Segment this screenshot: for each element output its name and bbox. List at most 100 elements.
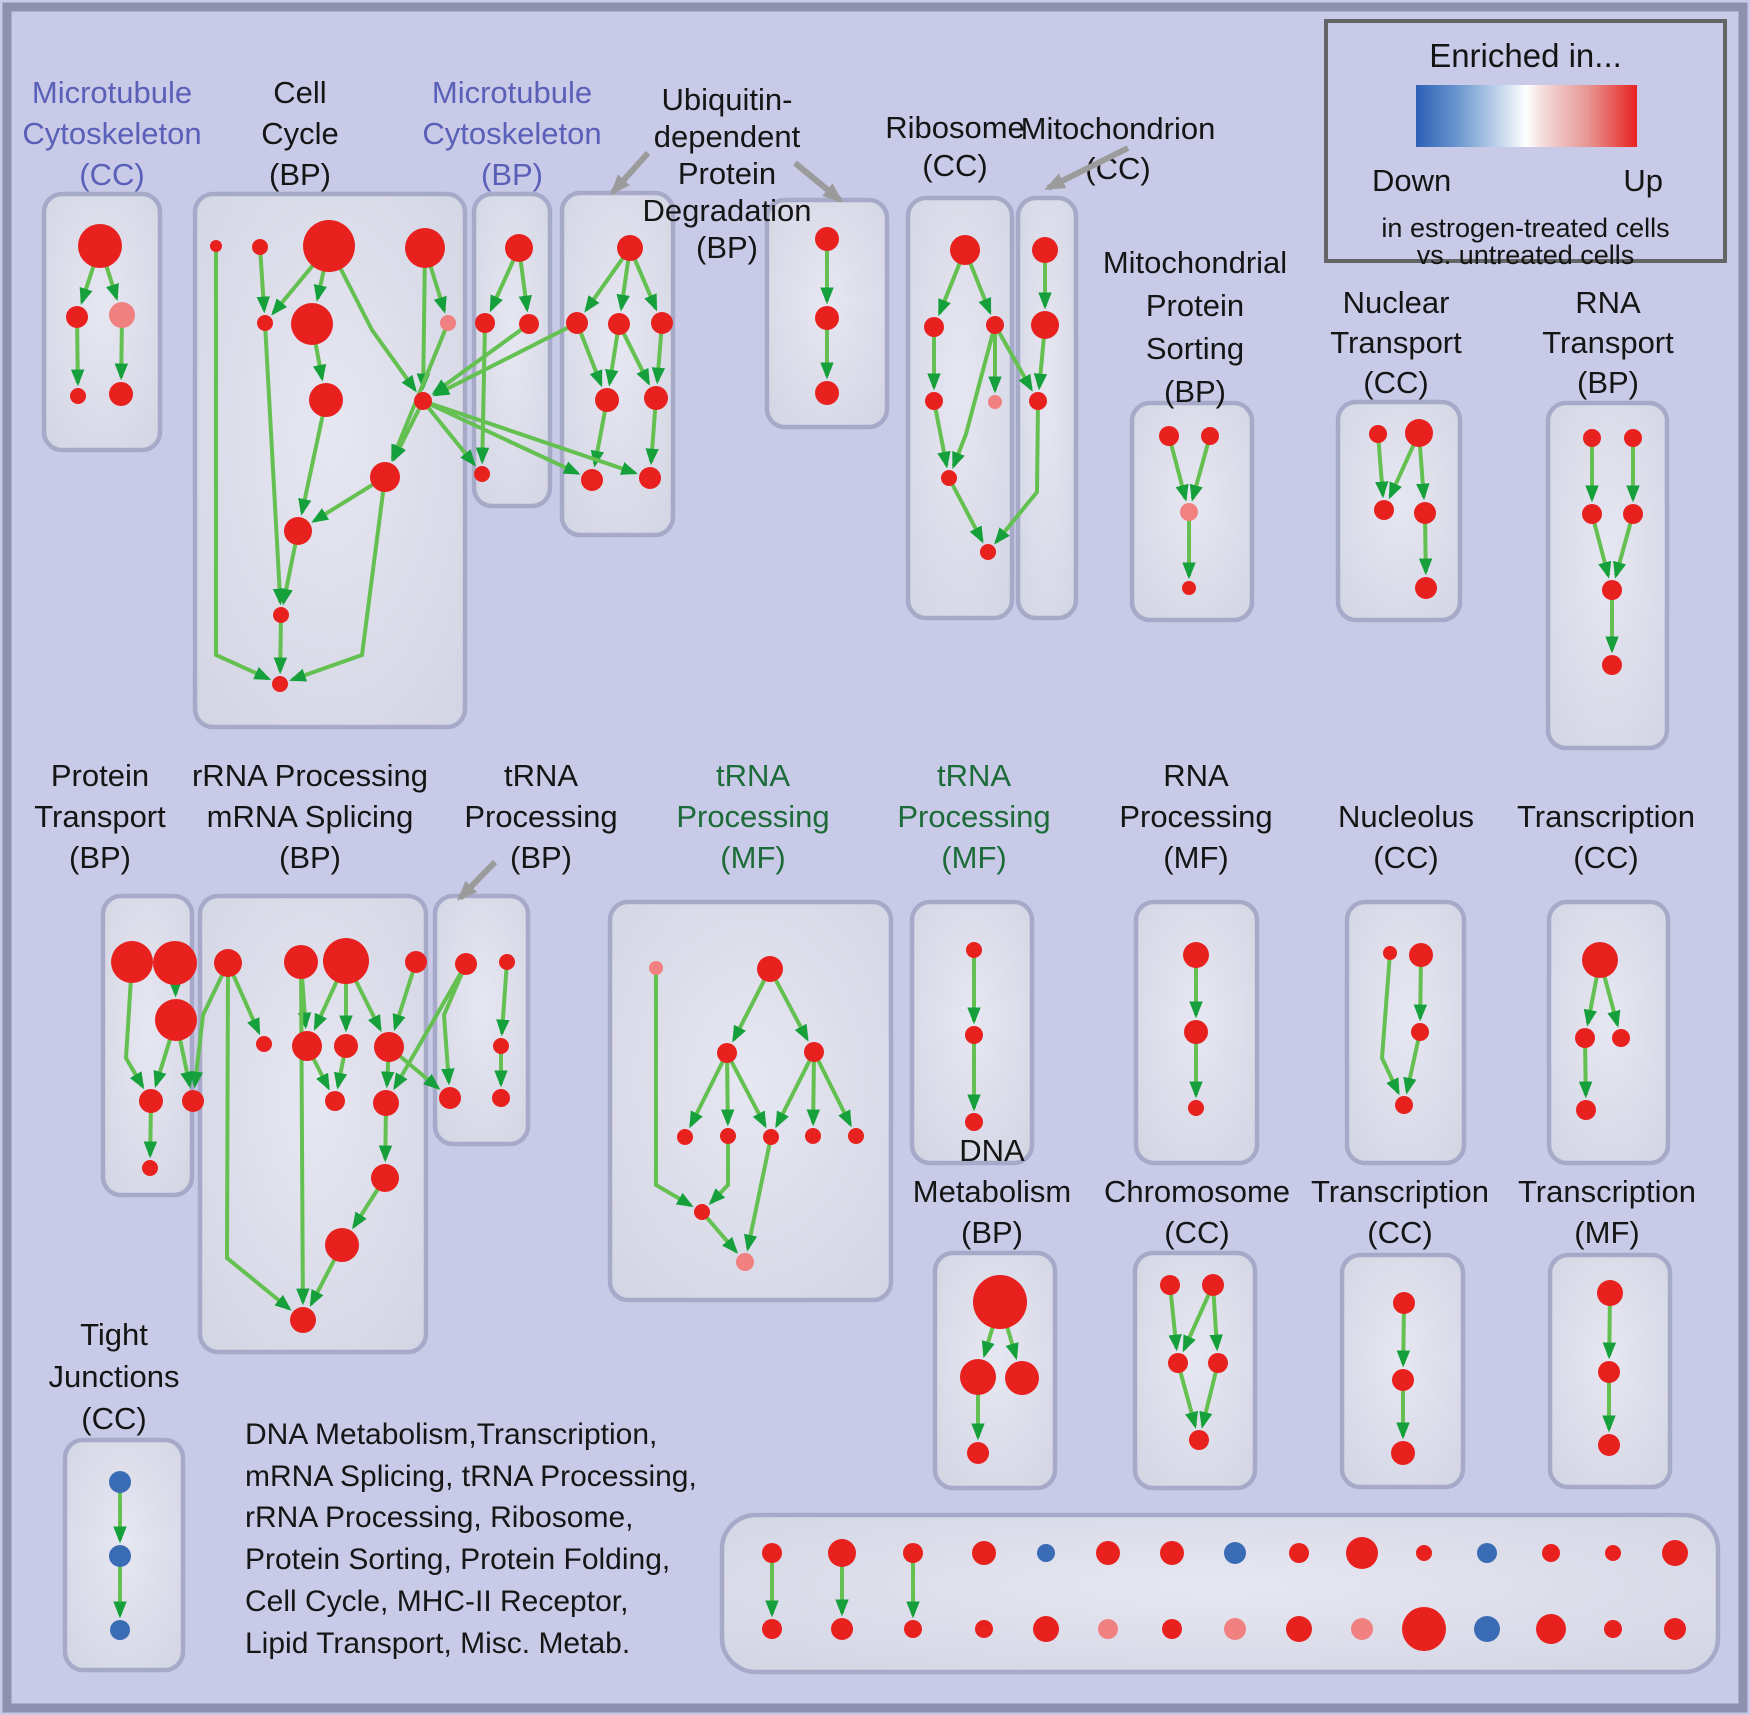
go-term-node-misc_wide bbox=[1224, 1542, 1246, 1564]
go-term-node-transcription_mf bbox=[1598, 1434, 1620, 1456]
go-term-node-misc_wide bbox=[762, 1619, 782, 1639]
go-term-node-misc_wide bbox=[1542, 1544, 1560, 1562]
go-term-node-mt_bp bbox=[475, 313, 495, 333]
edge-mito_sorting bbox=[1189, 435, 1212, 502]
cluster-label-chromosome: Chromosome bbox=[1104, 1174, 1290, 1209]
go-term-node-ribosome bbox=[925, 392, 943, 410]
go-term-node-trna_bp bbox=[492, 1089, 510, 1107]
cluster-label-nuclear_transport: (CC) bbox=[1363, 365, 1428, 400]
go-term-node-mito_sorting bbox=[1159, 426, 1179, 446]
go-term-node-cell_cycle bbox=[272, 676, 288, 692]
go-term-node-rna_proc_mf bbox=[1188, 1100, 1204, 1116]
cluster-label-trna_mf_big: (MF) bbox=[720, 840, 785, 875]
go-term-node-misc_wide bbox=[828, 1539, 856, 1567]
go-term-node-rrna bbox=[374, 1032, 404, 1062]
cluster-label-rna_transport: (BP) bbox=[1577, 365, 1639, 400]
go-term-node-rrna bbox=[325, 1228, 359, 1262]
cluster-label-mito_sorting: Mitochondrial bbox=[1103, 245, 1287, 280]
go-term-node-microtubule_cc bbox=[70, 388, 86, 404]
cluster-label-tight_junctions: Tight bbox=[80, 1317, 148, 1352]
edge-cell_cycle bbox=[327, 245, 417, 393]
go-term-node-chromosome bbox=[1189, 1430, 1209, 1450]
go-term-node-transcription_cc_mid bbox=[1582, 942, 1618, 978]
go-term-node-microtubule_cc bbox=[66, 306, 88, 328]
go-term-node-misc_wide bbox=[1662, 1540, 1688, 1566]
cluster-label-nuclear_transport: Transport bbox=[1330, 325, 1462, 360]
edge-cell_cycle bbox=[416, 247, 431, 391]
go-term-node-misc_wide bbox=[903, 1543, 923, 1563]
note-line: Cell Cycle, MHC-II Receptor, bbox=[245, 1584, 629, 1618]
legend-box: Enriched in... Down Up in estrogen-treat… bbox=[1324, 19, 1727, 270]
edge-trna_mf_big bbox=[720, 1052, 735, 1127]
go-term-node-nuclear_transport bbox=[1405, 419, 1433, 447]
cluster-label-ubi_e: Protein bbox=[678, 156, 776, 191]
cluster-label-rna_transport: RNA bbox=[1575, 285, 1641, 320]
go-term-node-transcription_cc_bot bbox=[1391, 1441, 1415, 1465]
edge-ribosome bbox=[947, 477, 984, 544]
go-term-node-cell_cycle bbox=[273, 607, 289, 623]
edge-chromosome bbox=[1168, 1284, 1182, 1352]
cluster-label-transcription_mf: (MF) bbox=[1574, 1215, 1639, 1250]
go-term-node-misc_wide bbox=[1536, 1614, 1566, 1644]
go-term-node-misc_wide bbox=[1416, 1545, 1432, 1561]
go-term-node-misc_wide bbox=[1474, 1616, 1500, 1642]
go-term-node-rrna bbox=[214, 949, 242, 977]
go-term-node-misc_wide bbox=[1098, 1619, 1118, 1639]
go-term-node-protein_transport bbox=[153, 941, 197, 985]
cluster-label-protein_transport: (BP) bbox=[69, 840, 131, 875]
go-term-node-tight_junctions bbox=[109, 1545, 131, 1567]
go-term-node-misc_wide bbox=[1289, 1543, 1309, 1563]
cross-edge-trna_bp-rrna bbox=[393, 963, 468, 1091]
go-term-node-cell_cycle bbox=[284, 517, 312, 545]
cluster-box-mt_bp bbox=[471, 191, 553, 509]
go-term-node-tight_junctions bbox=[110, 1620, 130, 1640]
edge-nucleolus bbox=[1379, 952, 1400, 1096]
go-term-node-ubi_d bbox=[639, 467, 661, 489]
go-term-node-chromosome bbox=[1168, 1353, 1188, 1373]
cluster-label-ubi_e: Degradation bbox=[643, 193, 812, 228]
go-term-node-ubi_d bbox=[644, 386, 668, 410]
go-term-node-mt_bp bbox=[519, 314, 539, 334]
cluster-label-transcription_cc_bot: Transcription bbox=[1311, 1174, 1489, 1209]
go-term-node-ubi_e bbox=[815, 381, 839, 405]
go-term-node-misc_wide bbox=[1402, 1607, 1446, 1651]
label-pointer-arrow bbox=[793, 160, 844, 203]
edge-trna_mf_big bbox=[775, 1051, 816, 1129]
go-term-node-transcription_cc_bot bbox=[1392, 1369, 1414, 1391]
cluster-label-trna_bp: Processing bbox=[464, 799, 617, 834]
go-term-node-ribosome bbox=[924, 317, 944, 337]
cluster-label-trna_bp: tRNA bbox=[504, 758, 578, 793]
edge-rrna bbox=[392, 961, 418, 1032]
go-term-node-trna_mf_big bbox=[649, 961, 663, 975]
go-term-node-trna_bp bbox=[439, 1087, 461, 1109]
edge-rna_transport bbox=[1613, 513, 1635, 579]
go-term-node-chromosome bbox=[1208, 1353, 1228, 1373]
edge-cell_cycle bbox=[392, 400, 425, 463]
go-term-node-rrna bbox=[373, 1090, 399, 1116]
go-term-node-mt_bp bbox=[474, 466, 490, 482]
edge-trna_mf_big bbox=[812, 1051, 852, 1128]
cluster-label-nucleolus: (CC) bbox=[1373, 840, 1438, 875]
note-line: rRNA Processing, Ribosome, bbox=[245, 1501, 634, 1535]
cluster-label-rna_proc_mf: RNA bbox=[1163, 758, 1229, 793]
label-pointer-arrow bbox=[1044, 145, 1130, 191]
go-term-node-tight_junctions bbox=[109, 1471, 131, 1493]
misc-categories-note: DNA Metabolism,Transcription, mRNA Splic… bbox=[245, 1414, 697, 1664]
go-term-node-microtubule_cc bbox=[78, 224, 122, 268]
cluster-label-microtubule_cc: (CC) bbox=[79, 157, 144, 192]
go-term-node-rna_proc_mf bbox=[1183, 942, 1209, 968]
go-term-node-misc_wide bbox=[1477, 1543, 1497, 1563]
edge-cell_cycle bbox=[298, 399, 328, 516]
cluster-label-rna_transport: Transport bbox=[1542, 325, 1674, 360]
cluster-label-microtubule_cc: Cytoskeleton bbox=[22, 116, 201, 151]
cross-edge-ribosome-mitochondrion bbox=[993, 324, 1033, 392]
go-term-node-rna_transport bbox=[1582, 504, 1602, 524]
cluster-label-protein_transport: Protein bbox=[51, 758, 149, 793]
go-term-node-cell_cycle bbox=[303, 220, 355, 272]
go-term-node-misc_wide bbox=[904, 1620, 922, 1638]
go-term-node-trna_bp bbox=[499, 954, 515, 970]
go-term-node-cell_cycle bbox=[405, 228, 445, 268]
label-pointer-arrow bbox=[610, 150, 651, 196]
cluster-label-mito_sorting: (BP) bbox=[1164, 374, 1226, 409]
go-term-node-misc_wide bbox=[975, 1620, 993, 1638]
